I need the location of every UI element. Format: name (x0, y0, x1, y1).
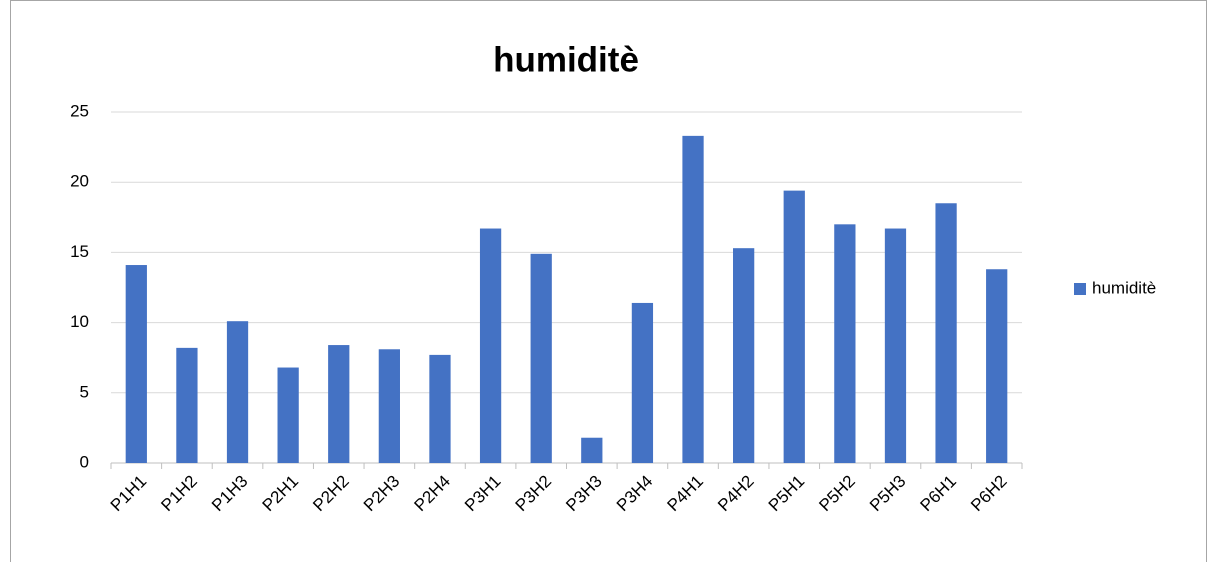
y-tick-label: 10 (70, 312, 89, 331)
y-tick-label: 25 (70, 101, 89, 120)
y-tick-label: 15 (70, 242, 89, 261)
bar (733, 248, 755, 463)
bar (682, 135, 704, 464)
legend-swatch (1074, 283, 1086, 295)
bar (226, 321, 249, 463)
bar (783, 190, 805, 463)
bar (328, 345, 350, 463)
bar (631, 302, 654, 463)
y-tick-label: 20 (70, 172, 89, 191)
bar (986, 269, 1008, 463)
bar (378, 349, 400, 463)
bar (277, 367, 299, 463)
y-tick-label: 5 (80, 382, 89, 401)
y-tick-label: 0 (80, 452, 89, 471)
bar (125, 265, 147, 463)
bar (429, 354, 451, 463)
bar (834, 224, 856, 463)
bar (581, 437, 603, 463)
bar (479, 228, 502, 463)
chart-title: humiditè (493, 40, 639, 79)
bar (935, 203, 957, 463)
bar (884, 228, 907, 463)
bar (176, 347, 198, 463)
bar (530, 253, 552, 463)
legend-label: humiditè (1092, 278, 1156, 297)
